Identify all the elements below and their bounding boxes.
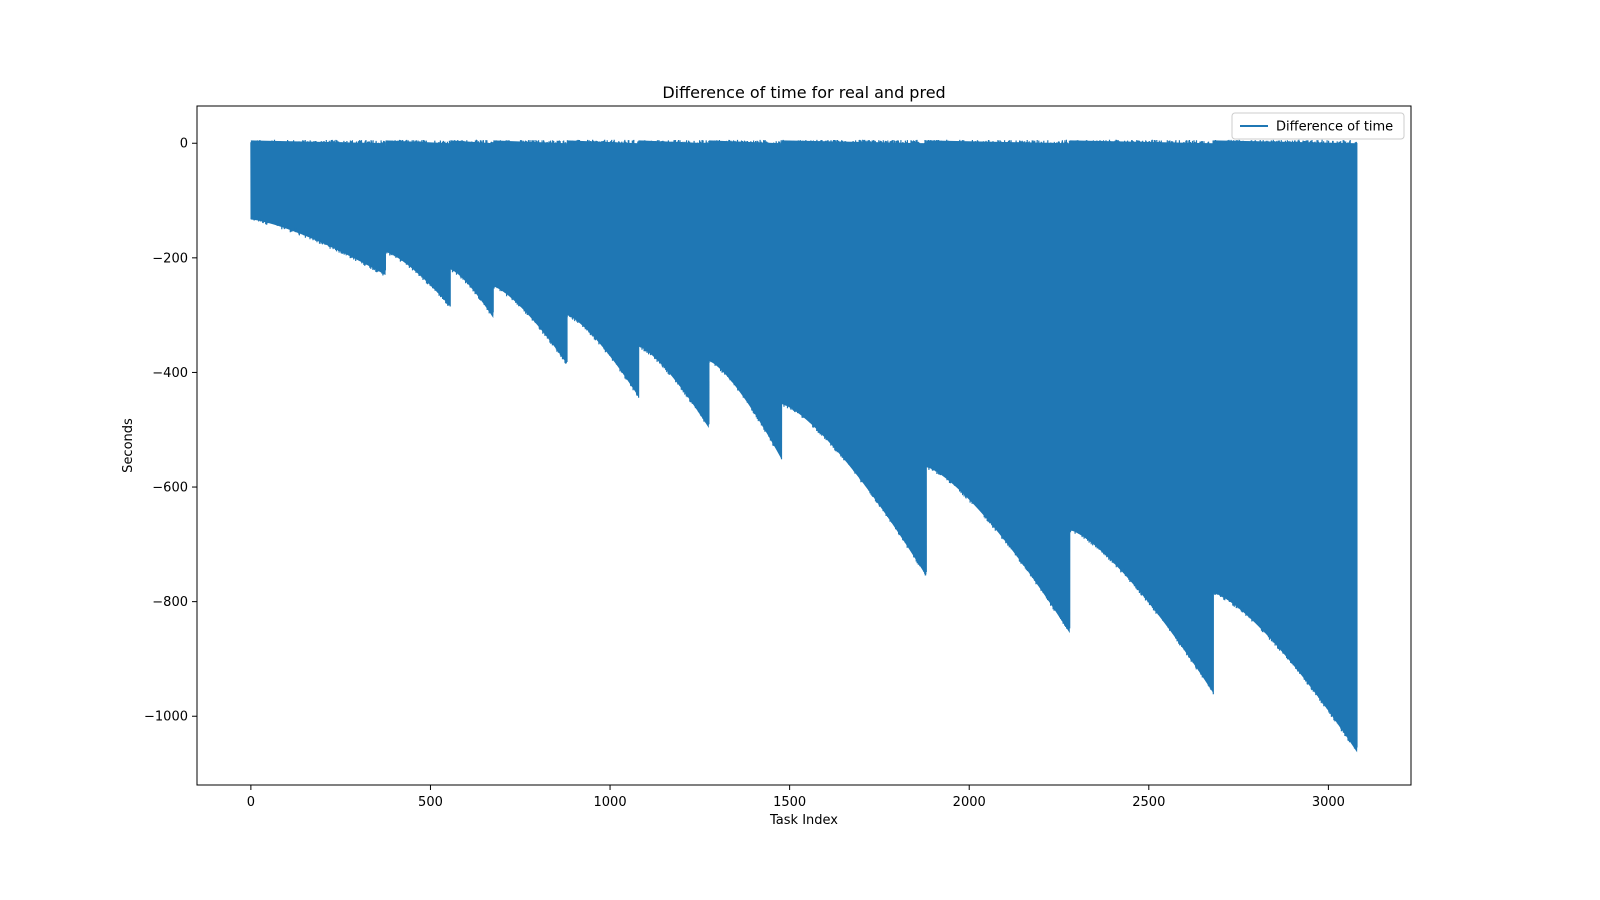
plot-layer [250,139,1358,753]
x-tick-label: 2500 [1132,795,1165,810]
x-axis-ticks: 0 500 1000 1500 2000 2500 3000 [247,785,1345,810]
x-axis-label: Task Index [769,813,838,828]
y-tick-label: −800 [152,595,188,610]
legend-label: Difference of time [1276,120,1393,135]
x-tick-label: 0 [247,795,255,810]
y-tick-label: −600 [152,481,188,496]
y-tick-label: −400 [152,366,188,381]
y-axis-ticks: 0 −200 −400 −600 −800 −1000 [144,137,197,725]
x-tick-label: 1500 [773,795,806,810]
x-tick-label: 1000 [594,795,627,810]
y-tick-label: −200 [152,251,188,266]
x-tick-label: 3000 [1312,795,1345,810]
y-tick-label: −1000 [144,710,188,725]
axes-frame [196,105,1412,786]
y-tick-label: 0 [180,137,188,152]
y-axis-label: Seconds [121,418,136,473]
x-tick-label: 500 [418,795,443,810]
chart-title: Difference of time for real and pred [662,83,945,102]
legend: Difference of time [1231,112,1405,140]
x-tick-label: 2000 [953,795,986,810]
legend-box [1231,112,1405,140]
series-line-difference-of-time [250,139,1358,751]
